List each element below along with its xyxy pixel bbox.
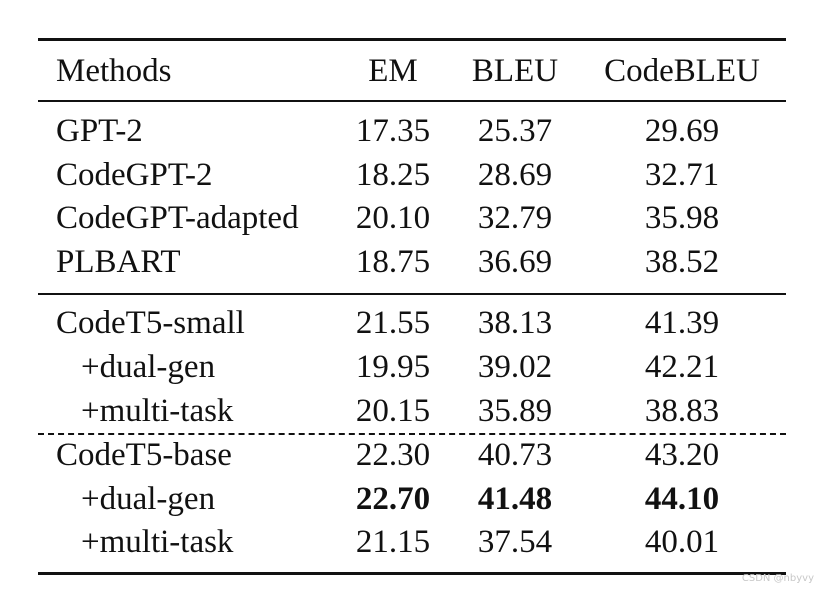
table-row: +multi-task 20.15 35.89 38.83 xyxy=(0,389,828,433)
method-cell: CodeT5-small xyxy=(56,305,245,341)
bleu-cell-best: 41.48 xyxy=(477,481,553,517)
method-cell: +multi-task xyxy=(81,524,234,560)
table-row: CodeGPT-adapted 20.10 32.79 35.98 xyxy=(0,196,828,240)
group-dashed-rule xyxy=(38,433,786,435)
method-cell: CodeT5-base xyxy=(56,437,232,473)
top-rule xyxy=(38,38,786,41)
table-row: +dual-gen 22.70 41.48 44.10 xyxy=(0,477,828,521)
bottom-rule xyxy=(38,572,786,575)
method-cell: CodeGPT-adapted xyxy=(56,200,299,236)
header-methods: Methods xyxy=(56,53,172,89)
table-row: CodeT5-base 22.30 40.73 43.20 xyxy=(0,433,828,477)
bleu-cell: 28.69 xyxy=(477,157,553,193)
table-row: PLBART 18.75 36.69 38.52 xyxy=(0,240,828,284)
bleu-cell: 35.89 xyxy=(477,393,553,429)
method-cell: +dual-gen xyxy=(81,349,216,385)
method-cell: CodeGPT-2 xyxy=(56,157,213,193)
bleu-cell: 40.73 xyxy=(477,437,553,473)
bleu-cell: 36.69 xyxy=(477,244,553,280)
bleu-cell: 37.54 xyxy=(477,524,553,560)
table-row: CodeT5-small 21.55 38.13 41.39 xyxy=(0,301,828,345)
bleu-cell: 38.13 xyxy=(477,305,553,341)
method-cell: PLBART xyxy=(56,244,181,280)
header-em: EM xyxy=(368,53,418,89)
em-cell: 19.95 xyxy=(355,349,431,385)
codebleu-cell: 40.01 xyxy=(644,524,720,560)
em-cell: 18.25 xyxy=(355,157,431,193)
header-codebleu: CodeBLEU xyxy=(604,53,760,89)
em-cell: 20.15 xyxy=(355,393,431,429)
codebleu-cell: 41.39 xyxy=(644,305,720,341)
header-rule xyxy=(38,100,786,102)
codebleu-cell: 38.52 xyxy=(644,244,720,280)
method-cell: +dual-gen xyxy=(81,481,216,517)
em-cell: 20.10 xyxy=(355,200,431,236)
table-row: +multi-task 21.15 37.54 40.01 xyxy=(0,520,828,564)
header-row: Methods EM BLEU CodeBLEU xyxy=(0,49,828,93)
bleu-cell: 32.79 xyxy=(477,200,553,236)
codebleu-cell-best: 44.10 xyxy=(644,481,720,517)
watermark: CSDN @nbyvy xyxy=(741,573,814,584)
codebleu-cell: 32.71 xyxy=(644,157,720,193)
codebleu-cell: 29.69 xyxy=(644,113,720,149)
em-cell: 22.30 xyxy=(355,437,431,473)
table-row: CodeGPT-2 18.25 28.69 32.71 xyxy=(0,153,828,197)
group-rule xyxy=(38,293,786,295)
em-cell-best: 22.70 xyxy=(355,481,431,517)
method-cell: GPT-2 xyxy=(56,113,143,149)
codebleu-cell: 43.20 xyxy=(644,437,720,473)
em-cell: 18.75 xyxy=(355,244,431,280)
em-cell: 21.15 xyxy=(355,524,431,560)
em-cell: 17.35 xyxy=(355,113,431,149)
table-row: GPT-2 17.35 25.37 29.69 xyxy=(0,109,828,153)
codebleu-cell: 38.83 xyxy=(644,393,720,429)
table-row: +dual-gen 19.95 39.02 42.21 xyxy=(0,345,828,389)
bleu-cell: 25.37 xyxy=(477,113,553,149)
codebleu-cell: 35.98 xyxy=(644,200,720,236)
codebleu-cell: 42.21 xyxy=(644,349,720,385)
bleu-cell: 39.02 xyxy=(477,349,553,385)
method-cell: +multi-task xyxy=(81,393,234,429)
em-cell: 21.55 xyxy=(355,305,431,341)
header-bleu: BLEU xyxy=(471,53,559,89)
